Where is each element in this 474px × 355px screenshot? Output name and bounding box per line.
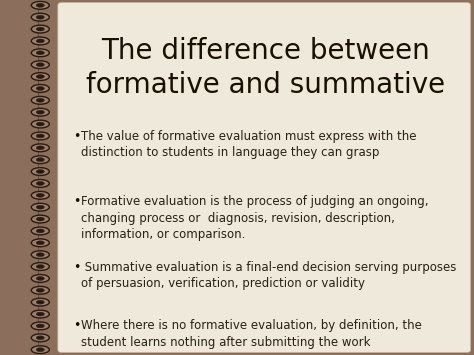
Ellipse shape bbox=[31, 274, 49, 282]
Ellipse shape bbox=[36, 312, 45, 316]
Ellipse shape bbox=[31, 203, 49, 211]
Text: •: • bbox=[73, 130, 81, 143]
Text: Summative evaluation is a final-end decision serving purposes
of persuasion, ver: Summative evaluation is a final-end deci… bbox=[81, 261, 456, 290]
Text: formative and summative: formative and summative bbox=[86, 71, 445, 99]
Ellipse shape bbox=[36, 229, 45, 233]
Text: Where there is no formative evaluation, by definition, the
student learns nothin: Where there is no formative evaluation, … bbox=[81, 320, 421, 349]
Ellipse shape bbox=[31, 61, 49, 69]
Ellipse shape bbox=[31, 322, 49, 330]
Ellipse shape bbox=[31, 84, 49, 92]
Ellipse shape bbox=[31, 215, 49, 223]
Ellipse shape bbox=[36, 193, 45, 197]
Ellipse shape bbox=[36, 217, 45, 221]
Ellipse shape bbox=[31, 132, 49, 140]
Ellipse shape bbox=[31, 49, 49, 57]
Ellipse shape bbox=[36, 39, 45, 43]
Ellipse shape bbox=[31, 263, 49, 271]
Ellipse shape bbox=[36, 241, 45, 245]
Ellipse shape bbox=[31, 227, 49, 235]
Ellipse shape bbox=[36, 63, 45, 67]
Ellipse shape bbox=[36, 146, 45, 150]
Ellipse shape bbox=[36, 253, 45, 257]
Ellipse shape bbox=[36, 122, 45, 126]
Text: •: • bbox=[73, 195, 81, 208]
Ellipse shape bbox=[31, 346, 49, 354]
Ellipse shape bbox=[31, 108, 49, 116]
Ellipse shape bbox=[36, 277, 45, 280]
Text: The value of formative evaluation must express with the
distinction to students : The value of formative evaluation must e… bbox=[81, 130, 416, 159]
Ellipse shape bbox=[31, 251, 49, 258]
Text: •: • bbox=[73, 320, 81, 333]
Ellipse shape bbox=[31, 37, 49, 45]
Ellipse shape bbox=[36, 264, 45, 268]
Ellipse shape bbox=[36, 158, 45, 162]
Ellipse shape bbox=[31, 73, 49, 81]
Ellipse shape bbox=[36, 288, 45, 292]
Ellipse shape bbox=[31, 13, 49, 21]
Ellipse shape bbox=[31, 298, 49, 306]
Ellipse shape bbox=[31, 120, 49, 128]
Ellipse shape bbox=[31, 144, 49, 152]
Ellipse shape bbox=[36, 75, 45, 78]
Ellipse shape bbox=[36, 98, 45, 102]
Ellipse shape bbox=[36, 134, 45, 138]
Text: The difference between: The difference between bbox=[101, 38, 430, 65]
Ellipse shape bbox=[36, 348, 45, 351]
Ellipse shape bbox=[31, 156, 49, 164]
Ellipse shape bbox=[31, 25, 49, 33]
Text: •: • bbox=[73, 261, 81, 274]
Ellipse shape bbox=[31, 191, 49, 199]
FancyBboxPatch shape bbox=[58, 2, 471, 353]
Ellipse shape bbox=[31, 180, 49, 187]
Ellipse shape bbox=[31, 97, 49, 104]
Ellipse shape bbox=[36, 170, 45, 174]
Text: Formative evaluation is the process of judging an ongoing,
changing process or  : Formative evaluation is the process of j… bbox=[81, 195, 428, 241]
Ellipse shape bbox=[36, 51, 45, 55]
Ellipse shape bbox=[36, 205, 45, 209]
Ellipse shape bbox=[36, 110, 45, 114]
Ellipse shape bbox=[31, 334, 49, 342]
Ellipse shape bbox=[36, 181, 45, 185]
Ellipse shape bbox=[31, 239, 49, 247]
Ellipse shape bbox=[36, 336, 45, 340]
Ellipse shape bbox=[36, 27, 45, 31]
Ellipse shape bbox=[36, 15, 45, 19]
Ellipse shape bbox=[31, 310, 49, 318]
Ellipse shape bbox=[36, 87, 45, 91]
Ellipse shape bbox=[36, 300, 45, 304]
Ellipse shape bbox=[31, 1, 49, 9]
Ellipse shape bbox=[36, 3, 45, 7]
Ellipse shape bbox=[36, 324, 45, 328]
Ellipse shape bbox=[31, 168, 49, 175]
Ellipse shape bbox=[31, 286, 49, 294]
